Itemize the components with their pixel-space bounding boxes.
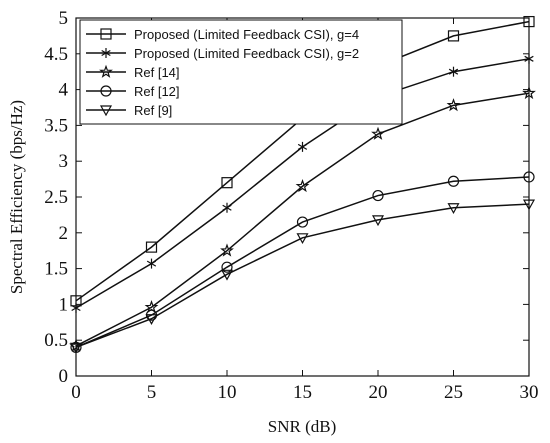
data-point [296, 216, 309, 228]
data-point [523, 171, 535, 183]
data-point [448, 66, 459, 77]
legend: Proposed (Limited Feedback CSI), g=4 Prop… [79, 19, 403, 125]
data-point [222, 202, 232, 213]
x-tick-label: 0 [71, 382, 81, 403]
legend-marker [100, 28, 112, 40]
data-point [447, 175, 460, 187]
y-tick-label: 3.5 [44, 115, 68, 136]
y-tick-label: 4 [59, 80, 69, 101]
y-tick-label: 0 [59, 366, 69, 387]
data-point [221, 261, 233, 273]
legend-marker [101, 48, 111, 58]
x-tick-label: 15 [293, 382, 312, 403]
axes: 0 5 10 15 20 25 30 0 0.5 1 1.5 2 2.5 3 3.5 4 4.5 5 [44, 8, 538, 403]
data-point [447, 30, 460, 42]
data-point [144, 299, 159, 314]
y-tick-label: 2.5 [44, 187, 68, 208]
series-2 [71, 53, 534, 313]
data-point [522, 85, 536, 100]
legend-item: Ref [12] [86, 84, 180, 99]
data-point [522, 199, 536, 211]
data-point [524, 53, 534, 64]
y-tick-label: 1.5 [44, 259, 68, 280]
data-point [372, 189, 384, 202]
y-tick-label: 1 [59, 294, 69, 315]
y-tick-label: 0.5 [44, 330, 68, 351]
y-axis-title: Spectral Efficiency (bps/Hz) [7, 100, 26, 294]
data-point [145, 241, 158, 253]
series-line [75, 203, 530, 349]
data-point [446, 98, 461, 112]
data-point [371, 215, 385, 227]
x-tick-label: 30 [520, 382, 539, 403]
x-axis-title: SNR (dB) [268, 417, 336, 436]
legend-item: Ref [14] [86, 64, 180, 80]
legend-item: Proposed (Limited Feedback CSI), g=2 [86, 46, 359, 61]
legend-label: Ref [14] [134, 65, 180, 80]
data-point [145, 314, 158, 325]
data-point [523, 15, 535, 28]
y-tick-label: 3 [59, 151, 69, 172]
data-point [71, 302, 81, 313]
x-tick-label: 10 [218, 382, 237, 403]
data-point [447, 203, 460, 214]
legend-item: Proposed (Limited Feedback CSI), g=4 [86, 27, 359, 42]
data-point [295, 178, 310, 193]
y-tick-label: 4.5 [44, 44, 68, 65]
legend-label: Ref [12] [134, 84, 180, 99]
legend-item: Ref [9] [86, 103, 172, 118]
legend-label: Ref [9] [134, 103, 172, 118]
legend-box [79, 19, 403, 125]
data-point [296, 233, 309, 245]
data-point [371, 126, 385, 140]
series-5 [69, 199, 536, 354]
data-point [69, 342, 83, 354]
data-point [146, 258, 157, 269]
x-tick-label: 5 [147, 382, 157, 403]
x-tick-label: 20 [369, 382, 388, 403]
series-4 [70, 171, 535, 353]
legend-marker [100, 85, 112, 97]
legend-label: Proposed (Limited Feedback CSI), g=4 [134, 27, 359, 42]
series-line [75, 92, 530, 347]
legend-marker [99, 64, 113, 78]
plot-series [69, 15, 536, 354]
data-point [220, 269, 234, 281]
y-tick-label: 5 [59, 8, 69, 29]
series-3 [69, 85, 536, 352]
x-tick-label: 25 [444, 382, 463, 403]
legend-marker [99, 105, 113, 117]
data-point [297, 141, 308, 152]
data-point [220, 243, 234, 257]
data-point [221, 177, 233, 189]
legend-label: Proposed (Limited Feedback CSI), g=2 [134, 46, 359, 61]
y-tick-label: 2 [59, 223, 69, 244]
